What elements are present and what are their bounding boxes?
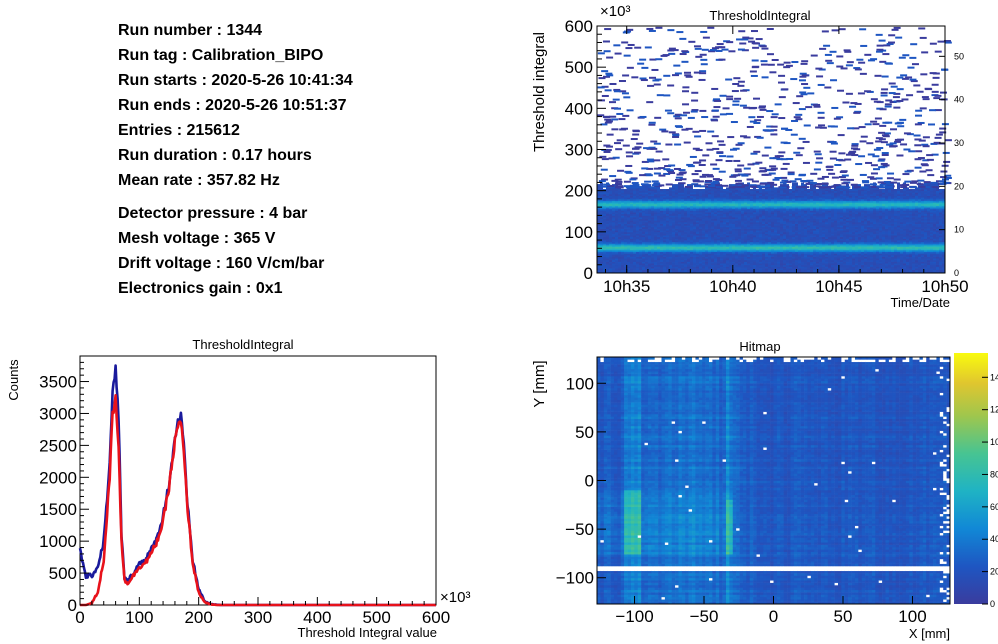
c1-heat-cell: [801, 182, 804, 184]
c1-heat-cell: [666, 189, 669, 191]
c1-heat-cell: [726, 187, 729, 189]
c1-heat-cell: [774, 187, 777, 189]
c1-heat-cell: [675, 184, 678, 186]
c1-heat-cell: [756, 189, 759, 191]
c1-heat-cell: [702, 189, 705, 191]
c1-heat-cell: [807, 189, 810, 191]
c1-heat-cell: [624, 189, 627, 191]
c1-heat-cell: [660, 189, 663, 191]
c1-heat-cell: [609, 187, 612, 189]
c1-heat-cell: [867, 184, 870, 186]
c1-heat-cell: [732, 184, 735, 186]
c1-heat-cell: [696, 189, 699, 191]
c1-heat-cell: [762, 189, 765, 191]
c1-heat-cell: [699, 189, 702, 191]
c1-y-label: Threshold integral: [531, 32, 548, 152]
c1-heat-cells: [597, 27, 952, 274]
c1-y-multiplier: ×10³: [600, 3, 630, 20]
c1-heat-cell: [792, 182, 795, 184]
c1-title: ThresholdIntegral: [709, 8, 810, 23]
c1-heat-cell: [723, 189, 726, 191]
c1-heat-cell: [663, 189, 666, 191]
threshold-time-chart: ThresholdIntegral ×10³ Threshold integra…: [531, 3, 969, 310]
c1-heat-cell: [687, 184, 690, 186]
c1-heat-cell: [621, 189, 624, 191]
c1-heat-cell: [789, 189, 792, 191]
c1-heat-cell: [747, 182, 750, 184]
c1-heat-cell: [729, 184, 732, 186]
c1-heat-cell: [831, 189, 834, 191]
c1-heat-cell: [669, 187, 672, 189]
c1-heat-cell: [816, 189, 819, 191]
c1-heat-cell: [864, 184, 867, 186]
c1-heat-cell: [750, 189, 753, 191]
c1-heat-cell: [858, 184, 861, 186]
c1-heat-cell: [693, 189, 696, 191]
c1-x-label: Time/Date: [891, 295, 950, 310]
c1-heat-cell: [786, 184, 789, 186]
c1-heat-cell: [780, 184, 783, 186]
c1-heat-cell: [795, 182, 798, 184]
c1-heat-cell: [846, 184, 849, 186]
c1-heat-cell: [849, 189, 852, 191]
